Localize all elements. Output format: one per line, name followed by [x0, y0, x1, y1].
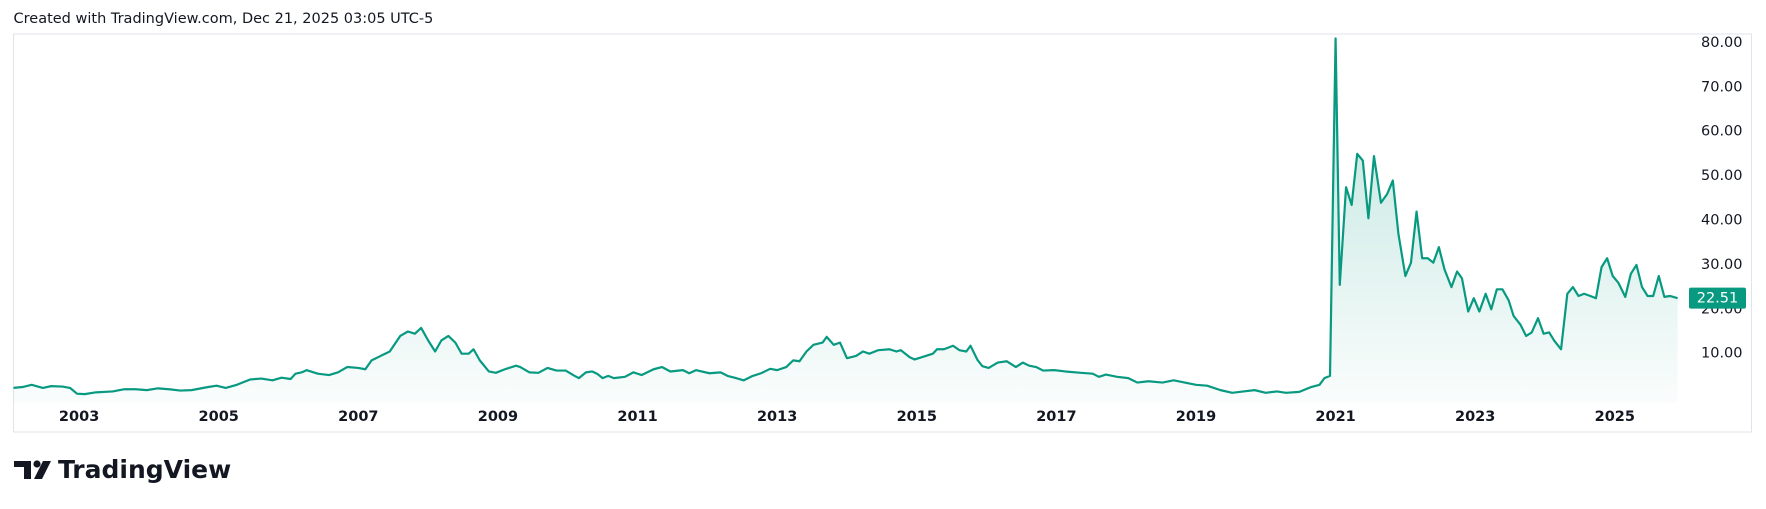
x-tick-label: 2009: [478, 409, 518, 425]
y-tick-label: 80.00: [1701, 35, 1743, 51]
x-tick-label: 2021: [1315, 409, 1355, 425]
x-tick-label: 2017: [1036, 409, 1076, 425]
caption: Created with TradingView.com, Dec 21, 20…: [14, 11, 434, 27]
area-fill: [13, 38, 1678, 403]
x-tick-label: 2007: [338, 409, 378, 425]
y-tick-label: 30.00: [1701, 257, 1743, 273]
x-tick-label: 2003: [59, 409, 99, 425]
x-tick-label: 2013: [757, 409, 797, 425]
brand-name: TradingView: [58, 455, 231, 484]
chart-frame: [13, 33, 1752, 433]
y-tick-label: 50.00: [1701, 168, 1743, 184]
y-tick-label: 10.00: [1701, 346, 1743, 362]
x-tick-label: 2015: [897, 409, 937, 425]
y-tick-label: 60.00: [1701, 124, 1743, 140]
y-tick-label: 40.00: [1701, 212, 1743, 228]
plot: 10.0020.0030.0040.0050.0060.0070.0080.00…: [13, 35, 1746, 425]
last-value-box: [1689, 287, 1746, 309]
brand-logo: [14, 460, 51, 479]
price-line: [13, 37, 1678, 396]
x-tick-label: 2023: [1455, 409, 1495, 425]
x-tick-label: 2005: [199, 409, 239, 425]
x-tick-label: 2011: [617, 409, 657, 425]
x-tick-label: 2025: [1595, 409, 1635, 425]
last-value-label: 22.51: [1697, 291, 1739, 307]
x-tick-label: 2019: [1176, 409, 1216, 425]
y-tick-label: 70.00: [1701, 79, 1743, 95]
